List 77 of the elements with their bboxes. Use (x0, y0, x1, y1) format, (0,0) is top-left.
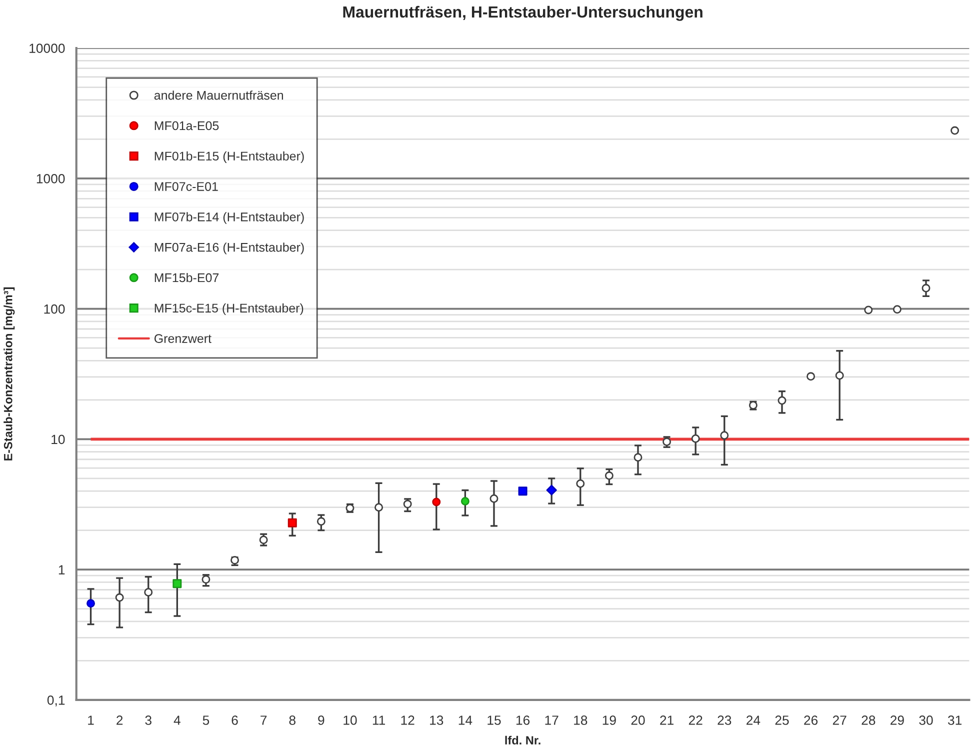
y-tick-label: 100 (44, 304, 65, 314)
x-tick-label: 3 (145, 716, 152, 725)
legend-label: andere Mauernutfräsen (154, 90, 283, 100)
y-tick-label: 1000 (36, 174, 65, 184)
point (892, 305, 902, 314)
x-tick-label: 31 (948, 716, 962, 725)
x-tick-label: 21 (660, 716, 674, 725)
point (864, 306, 873, 314)
legend-label: MF15c-E15 (H-Entstauber) (154, 303, 304, 316)
point (634, 453, 642, 462)
x-tick-label: 16 (516, 716, 530, 725)
x-tick-label: 7 (260, 716, 267, 725)
x-tick-label: 25 (775, 716, 789, 725)
x-tick-label: 6 (232, 716, 238, 725)
y-tick-label: 0,1 (47, 696, 65, 706)
point (835, 371, 844, 380)
x-tick-label: 11 (372, 716, 385, 725)
point (460, 497, 470, 506)
x-tick-label: 19 (602, 716, 616, 725)
x-tick-label: 20 (631, 716, 645, 725)
point (432, 498, 441, 506)
y-tick-label: 10 (52, 434, 65, 444)
x-tick-label: 18 (574, 716, 588, 725)
point (778, 396, 786, 405)
chart-title: Mauernutfräsen, H-Entstauber-Untersuchungen (343, 6, 702, 21)
x-tick-label: 30 (919, 716, 933, 725)
point (576, 479, 585, 488)
point (691, 434, 700, 443)
point (115, 593, 124, 602)
point (172, 579, 182, 588)
legend-label: MF01a-E05 (154, 121, 219, 130)
point (374, 503, 384, 512)
point (518, 486, 528, 496)
legend-label: MF07c-E01 (154, 182, 218, 191)
point (806, 372, 816, 381)
x-tick-label: 2 (116, 716, 123, 725)
legend-label: MF01b-E15 (H-Entstauber) (154, 151, 304, 164)
x-tick-label: 17 (545, 716, 558, 725)
point (316, 517, 326, 526)
point (546, 484, 557, 496)
x-tick-label: 27 (832, 716, 846, 725)
legend-label: Grenzwert (154, 334, 212, 343)
x-tick-label: 23 (718, 716, 732, 725)
legend-label: MF07a-E16 (H-Entstauber) (154, 242, 304, 254)
x-tick-label: 26 (804, 716, 818, 725)
point (604, 471, 614, 480)
point (86, 599, 95, 608)
x-axis-title: lfd. Nr. (505, 736, 540, 745)
point (259, 536, 268, 544)
point (720, 431, 729, 440)
point (950, 126, 960, 135)
point (202, 575, 210, 584)
x-tick-label: 4 (174, 716, 180, 725)
y-tick-label: 10000 (30, 44, 65, 53)
legend-label: MF07b-E14 (H-Entstauber) (154, 212, 304, 224)
point (922, 284, 930, 292)
x-tick-label: 29 (890, 716, 904, 725)
x-tick-label: 22 (688, 716, 702, 725)
point (144, 588, 153, 596)
x-tick-label: 12 (401, 716, 414, 725)
x-tick-label: 5 (202, 716, 210, 725)
x-tick-label: 24 (746, 716, 760, 725)
x-tick-label: 14 (458, 716, 472, 725)
x-tick-label: 15 (488, 716, 501, 725)
legend-label: MF15b-E07 (154, 272, 219, 282)
x-tick-label: 9 (318, 716, 324, 725)
point (288, 518, 297, 528)
x-tick-label: 1 (88, 716, 94, 725)
x-tick-label: 13 (430, 716, 444, 725)
x-tick-label: 10 (344, 716, 357, 725)
y-tick-label: 1 (58, 565, 65, 574)
y-axis-title: E-Staub-Konzentration [mg/m³] (4, 287, 15, 460)
point (403, 500, 412, 508)
x-tick-label: 28 (862, 716, 876, 725)
point (490, 494, 498, 503)
x-tick-label: 8 (289, 716, 296, 725)
point (230, 556, 240, 564)
